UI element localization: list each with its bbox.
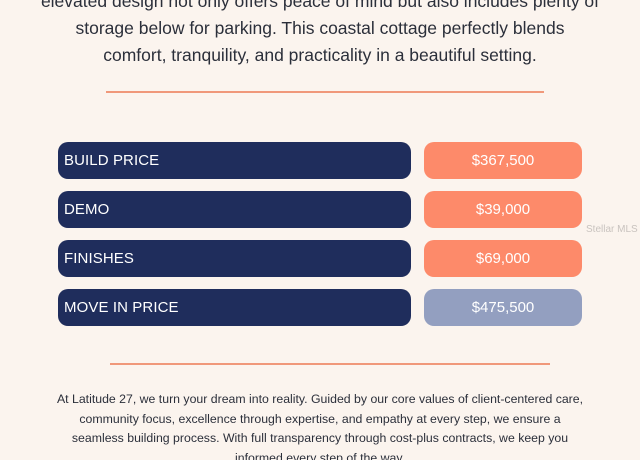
price-row-finishes: FINISHES $69,000 [58,240,582,277]
footer-line: informed every step of the way. [235,450,405,460]
move-in-price-value: $475,500 [424,289,582,326]
price-row-move-in: MOVE IN PRICE $475,500 [58,289,582,326]
top-divider [106,91,544,93]
intro-line: elevated design not only offers peace of… [40,0,600,11]
demo-label: DEMO [58,191,411,228]
demo-value: $39,000 [424,191,582,228]
move-in-price-label: MOVE IN PRICE [58,289,411,326]
footer-paragraph: At Latitude 27, we turn your dream into … [0,390,640,460]
price-row-build: BUILD PRICE $367,500 [58,142,582,179]
price-row-demo: DEMO $39,000 [58,191,582,228]
intro-line: comfort, tranquility, and practicality i… [103,45,537,65]
footer-line: At Latitude 27, we turn your dream into … [56,392,584,406]
build-price-value: $367,500 [424,142,582,179]
intro-line: storage below for parking. This coastal … [75,18,565,38]
build-price-label: BUILD PRICE [58,142,411,179]
footer-line: community focus, excellence through expe… [79,411,561,426]
finishes-value: $69,000 [424,240,582,277]
intro-paragraph: elevated design not only offers peace of… [0,0,640,69]
watermark: Stellar MLS [586,224,638,235]
finishes-label: FINISHES [58,240,411,277]
bottom-divider [110,363,550,365]
footer-line: seamless building process. With full tra… [71,431,569,445]
